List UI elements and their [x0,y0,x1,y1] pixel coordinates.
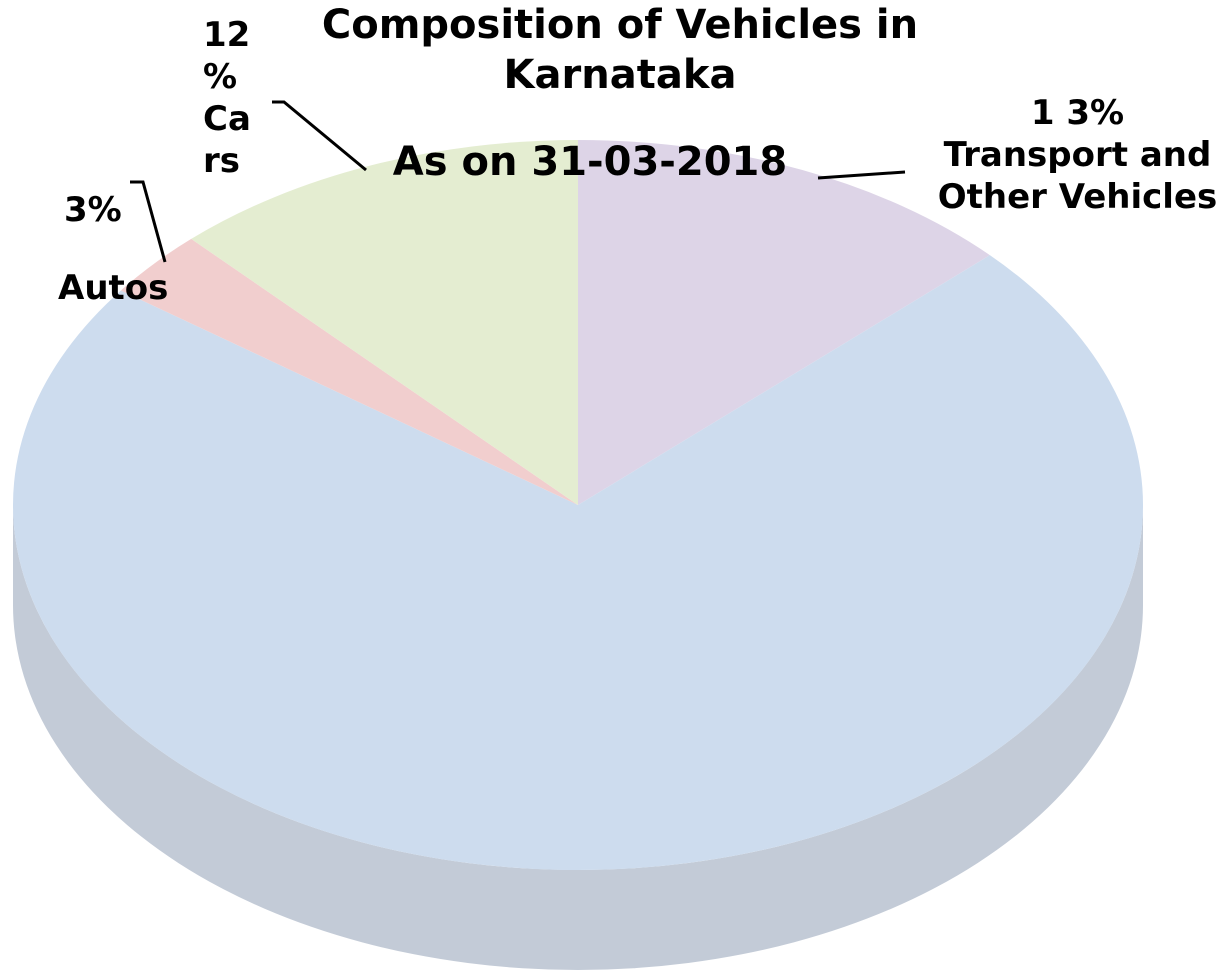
value-label: 3% [64,190,122,230]
category-label: Autos [58,268,169,308]
slices [12,140,1143,871]
leader-line [817,170,906,180]
chart-title: Composition of Vehicles in Karnataka [321,2,919,98]
pie-side [13,505,1143,970]
chart-subtitle: As on 31-03-2018 [392,139,788,185]
value-label: 1 3% [1030,93,1125,133]
value-label: 12 % [203,15,251,97]
pie-slice [191,140,578,505]
category-label: Cars [203,99,251,181]
pie-slice [120,238,578,505]
category-label: Transport and Other Vehicles [937,135,1218,217]
slice-label: 12 % Cars [203,14,261,182]
leader-line [130,180,167,263]
pie-slice [12,255,1143,871]
pie-slice [578,140,990,505]
leader-line [272,100,367,172]
slice-label: 1 3% Transport and Other Vehicles [925,92,1230,218]
